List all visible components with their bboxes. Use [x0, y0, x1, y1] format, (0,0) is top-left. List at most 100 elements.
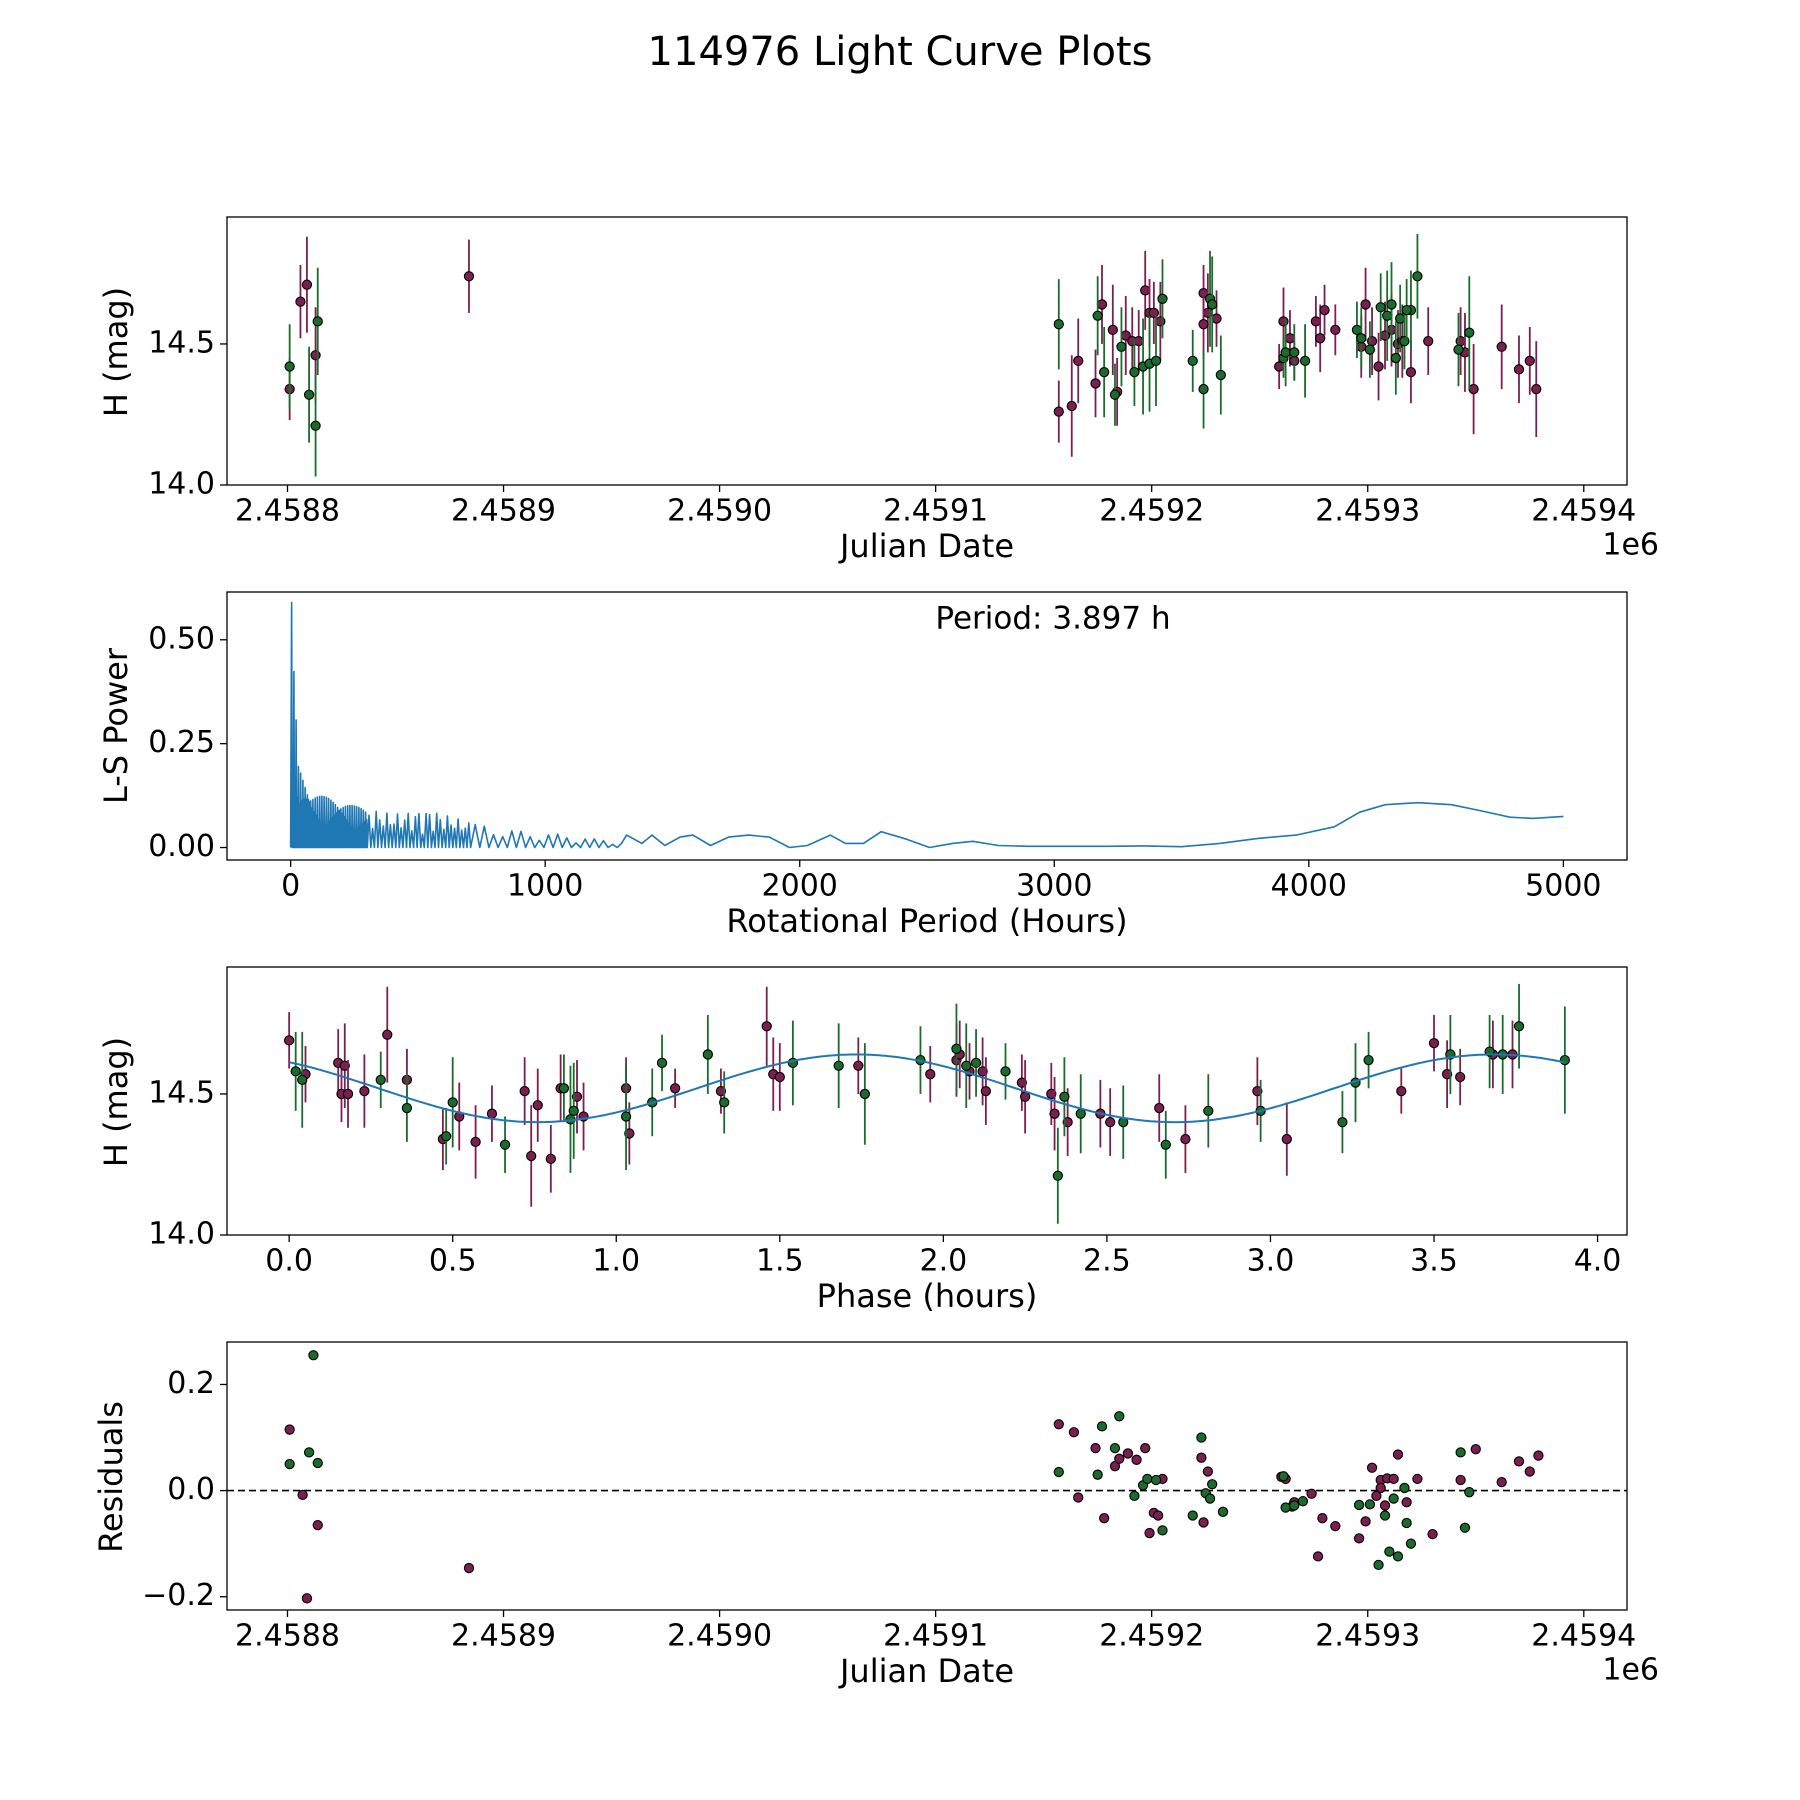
data-point	[1053, 1419, 1064, 1430]
y-tick-label: 14.0	[148, 467, 215, 502]
data-point	[359, 1085, 370, 1097]
data-point	[1157, 1525, 1168, 1536]
data-point	[1116, 341, 1127, 352]
data-point	[1187, 1510, 1198, 1521]
series-green	[284, 1350, 1475, 1571]
data-point	[1155, 316, 1166, 327]
data-point	[375, 1074, 386, 1085]
x-tick-label: 2000	[762, 869, 838, 904]
data-point	[715, 1085, 727, 1097]
data-point	[1412, 1473, 1423, 1485]
data-point	[1364, 1499, 1376, 1510]
data-point	[1215, 369, 1226, 381]
data-point	[558, 1083, 570, 1094]
data-point	[1109, 1461, 1121, 1472]
xlabel-periodogram: Rotational Period (Hours)	[726, 902, 1127, 940]
data-point	[1090, 1442, 1101, 1454]
data-point	[526, 1150, 537, 1162]
data-point	[1059, 1091, 1070, 1102]
data-point	[1281, 1133, 1292, 1145]
data-point	[1133, 335, 1144, 347]
data-point	[1455, 1474, 1466, 1486]
data-point	[1157, 293, 1168, 304]
y-tick-label: 0.50	[148, 621, 215, 656]
panel-phase-folded: Phase (hours) H (mag)	[97, 1037, 1037, 1315]
data-point	[1423, 335, 1434, 347]
data-point	[1204, 1493, 1216, 1504]
data-point	[1016, 1077, 1028, 1088]
data-point	[1306, 1488, 1317, 1499]
data-point	[1319, 304, 1330, 316]
panel-periodogram: Rotational Period (Hours) L-S Power Peri…	[97, 601, 1171, 941]
y-tick-label: 0.2	[167, 1366, 215, 1401]
data-point	[312, 1519, 323, 1531]
offset-label-light-curve: 1e6	[1602, 528, 1659, 563]
x-tick-label: 4000	[1271, 869, 1347, 904]
model-curve	[288, 1053, 1566, 1124]
data-point	[1090, 378, 1101, 389]
x-tick-label: 2.4589	[451, 1619, 556, 1654]
x-tick-label: 2.4588	[235, 494, 340, 529]
data-point	[1160, 1139, 1171, 1150]
data-point	[284, 361, 295, 372]
data-point	[1073, 355, 1084, 367]
data-point	[290, 1066, 301, 1077]
data-point	[1289, 347, 1300, 358]
data-point	[1092, 310, 1103, 321]
x-tick-label: 2.4590	[667, 1619, 772, 1654]
xlabel-residuals: Julian Date	[838, 1652, 1014, 1690]
data-point	[1053, 1466, 1064, 1478]
data-point	[1559, 1054, 1571, 1066]
data-point	[1278, 316, 1289, 327]
data-point	[1405, 367, 1417, 378]
data-point	[1382, 310, 1393, 321]
data-point	[1280, 1502, 1291, 1513]
data-point	[571, 1091, 583, 1102]
figure-title: 114976 Light Curve Plots	[648, 29, 1153, 75]
data-point	[1198, 383, 1209, 395]
data-point	[1392, 1551, 1404, 1562]
data-point	[1000, 1066, 1011, 1077]
x-tick-label: 4.0	[1574, 1244, 1622, 1279]
data-point	[1122, 1448, 1134, 1459]
data-point	[1053, 319, 1064, 330]
data-point	[303, 389, 315, 400]
x-tick-label: 2.4589	[451, 494, 556, 529]
data-point	[1107, 324, 1118, 335]
data-point	[1366, 335, 1378, 347]
data-point	[1401, 1497, 1412, 1508]
data-point	[308, 1350, 319, 1361]
panel-light-curve: Julian Date H (mag) 1e6	[97, 287, 1659, 565]
data-point	[1202, 307, 1214, 319]
data-point	[1399, 335, 1410, 347]
data-point	[1114, 1453, 1125, 1464]
x-tick-label: 1.5	[756, 1244, 804, 1279]
data-point	[977, 1066, 988, 1077]
data-point	[1388, 1493, 1399, 1504]
data-point	[1468, 383, 1479, 395]
x-tick-label: 2.4594	[1531, 1619, 1636, 1654]
data-point	[1062, 1117, 1073, 1128]
x-tick-label: 2.4594	[1531, 494, 1636, 529]
data-point	[1198, 1517, 1209, 1528]
x-tick-label: 3000	[1016, 869, 1092, 904]
data-point	[1129, 367, 1140, 378]
data-point	[1373, 361, 1384, 372]
data-point	[1371, 1490, 1382, 1502]
x-tick-label: 2.4591	[883, 494, 988, 529]
data-point	[980, 1085, 992, 1097]
data-point	[1384, 1546, 1395, 1557]
data-point	[441, 1131, 452, 1142]
data-point	[1464, 327, 1475, 338]
offset-label-residuals: 1e6	[1602, 1653, 1659, 1688]
data-point	[702, 1049, 713, 1060]
data-point	[312, 316, 323, 327]
data-point	[1375, 302, 1386, 313]
data-point	[342, 1088, 354, 1100]
xlabel-phase-folded: Phase (hours)	[817, 1277, 1038, 1315]
data-point	[1198, 319, 1209, 330]
x-tick-label: 1000	[507, 869, 583, 904]
x-tick-label: 2.4591	[883, 1619, 988, 1654]
data-point	[1289, 1500, 1300, 1511]
